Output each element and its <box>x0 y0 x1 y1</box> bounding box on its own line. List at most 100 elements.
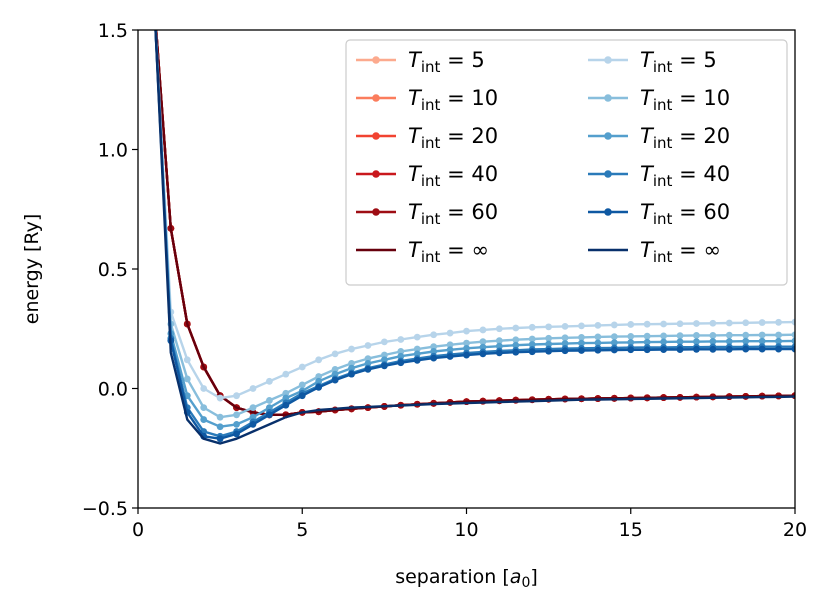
data-point <box>742 319 750 327</box>
data-point <box>216 423 224 431</box>
data-point <box>495 342 503 350</box>
legend-label: Tint = 40 <box>640 162 730 190</box>
legend-entry: Tint = 40 <box>356 162 498 190</box>
series-line <box>154 30 795 419</box>
data-point <box>610 333 618 341</box>
data-point <box>413 333 421 341</box>
data-point <box>151 3 158 10</box>
data-point <box>479 326 487 334</box>
data-point <box>151 3 158 10</box>
data-point <box>495 325 503 333</box>
data-point <box>545 323 553 331</box>
data-point <box>233 430 240 438</box>
data-point <box>282 394 290 402</box>
x-tick-label: 0 <box>132 519 144 541</box>
data-point <box>693 345 700 353</box>
data-point <box>676 338 684 346</box>
data-point <box>791 337 795 345</box>
x-tick-label: 10 <box>454 519 478 541</box>
data-point <box>331 370 339 378</box>
data-point <box>709 338 717 345</box>
legend-entry: Tint = 10 <box>588 86 730 114</box>
data-point <box>610 339 618 347</box>
y-tick-label: 1.5 <box>98 20 128 42</box>
axis-layer: 0 5 10 15 20 −0.5 0.0 0.5 1.0 1.5 <box>82 20 807 541</box>
legend-box <box>345 39 788 286</box>
data-point <box>561 347 569 355</box>
data-point <box>528 348 536 356</box>
y-tick-label: 0.0 <box>98 379 128 401</box>
data-point <box>561 340 569 347</box>
data-point <box>709 332 717 339</box>
x-tick-label: 15 <box>619 519 643 541</box>
data-point <box>561 334 569 342</box>
data-point <box>758 331 766 339</box>
legend-entry: Tint = 40 <box>588 162 730 190</box>
data-point <box>348 370 355 378</box>
data-point <box>528 341 536 348</box>
data-point <box>430 354 438 362</box>
data-point <box>348 364 355 372</box>
data-point <box>775 337 782 345</box>
x-tick-label: 5 <box>296 519 308 541</box>
data-point <box>282 401 290 409</box>
legend-swatch-marker <box>604 56 612 64</box>
legend: Tint = 5 Tint = 10 Tint = 20 Tint = 40 Tint … <box>345 39 788 286</box>
data-point <box>578 347 585 354</box>
data-point <box>446 341 454 349</box>
data-point <box>578 322 585 330</box>
legend-swatch-marker <box>604 94 612 102</box>
data-point <box>594 339 602 347</box>
data-point <box>693 338 700 346</box>
data-point <box>413 350 421 358</box>
data-point <box>282 389 290 397</box>
legend-label: Tint = 5 <box>408 48 485 76</box>
legend-label: Tint = 40 <box>408 162 498 190</box>
legend-label: Tint = 10 <box>408 86 498 114</box>
data-point <box>380 356 388 364</box>
data-point <box>791 318 795 326</box>
data-point <box>151 3 158 10</box>
data-point <box>495 349 503 357</box>
data-point <box>364 365 372 373</box>
data-point <box>725 319 733 327</box>
data-point <box>183 356 191 364</box>
legend-label: Tint = 60 <box>408 200 498 228</box>
data-point <box>660 346 667 353</box>
data-point <box>643 338 651 346</box>
data-point <box>233 420 240 428</box>
data-point <box>479 338 487 346</box>
data-point <box>216 413 224 421</box>
data-point <box>545 347 553 355</box>
data-point <box>528 323 536 331</box>
data-point <box>627 332 635 340</box>
y-tick-label: −0.5 <box>82 498 128 520</box>
data-point <box>594 322 602 329</box>
y-axis-label: energy [Ry] <box>21 214 43 324</box>
data-point <box>266 411 273 419</box>
data-point <box>693 320 700 327</box>
data-point <box>397 352 405 360</box>
data-point <box>151 3 158 10</box>
data-point <box>200 416 208 423</box>
legend-entry: Tint = 5 <box>356 48 485 76</box>
data-point <box>495 337 503 345</box>
series-line <box>154 30 795 440</box>
data-point <box>331 376 339 384</box>
series-line <box>154 30 795 400</box>
data-point <box>430 331 438 339</box>
legend-entry: Tint = 60 <box>588 200 730 228</box>
data-point <box>413 356 421 364</box>
data-point <box>446 353 454 360</box>
data-point <box>282 370 290 378</box>
series-layer <box>151 3 795 445</box>
data-point <box>446 346 454 354</box>
legend-label: Tint = ∞ <box>640 238 721 266</box>
data-point <box>233 392 240 400</box>
data-point <box>233 411 240 419</box>
data-point <box>364 360 372 367</box>
data-point <box>463 344 470 352</box>
data-point <box>791 345 795 353</box>
data-point <box>298 381 306 389</box>
data-point <box>643 332 651 340</box>
